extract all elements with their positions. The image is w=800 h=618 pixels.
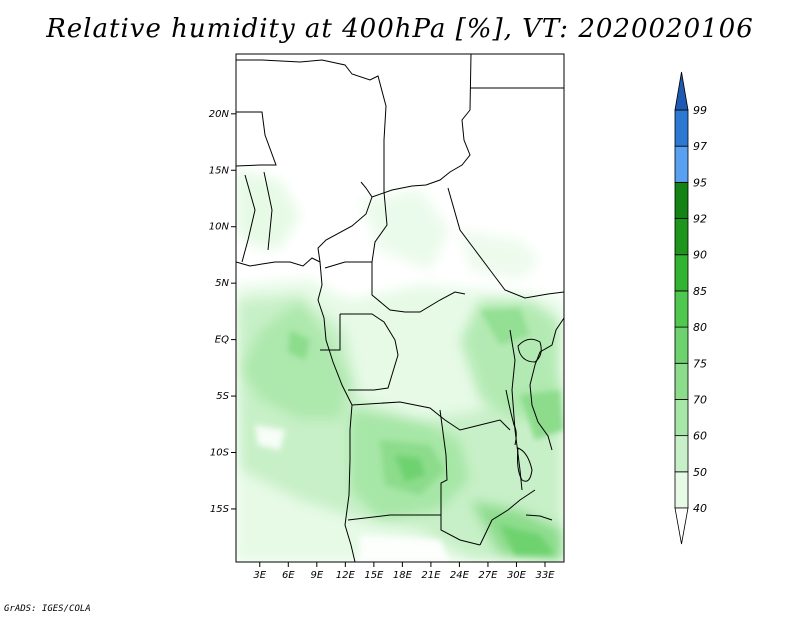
- grads-credit: GrADS: IGES/COLA: [4, 604, 91, 614]
- colorbar-level-label: 60: [693, 430, 707, 443]
- colorbar-segment: [674, 145, 689, 183]
- colorbar-level-label: 99: [693, 104, 707, 117]
- lon-tick-label: 24E: [450, 570, 470, 581]
- colorbar-segment: [674, 362, 689, 400]
- colorbar-level-label: 90: [693, 249, 707, 262]
- lat-tick-label: EQ: [215, 335, 229, 346]
- colorbar-segment: [674, 471, 689, 509]
- map-title: Relative humidity at 400hPa [%], VT: 202…: [46, 14, 754, 44]
- lat-tick-label: 5N: [215, 278, 229, 289]
- colorbar-segment: [674, 254, 689, 292]
- humidity-shading: [236, 170, 564, 562]
- colorbar-high-arrow: [674, 71, 689, 111]
- lakes: [505, 338, 553, 521]
- lon-tick-label: 9E: [310, 570, 323, 581]
- lon-tick-label: 21E: [421, 570, 441, 581]
- lon-tick-label: 27E: [478, 570, 498, 581]
- colorbar-segment: [674, 399, 689, 437]
- lon-tick-label: 30E: [507, 570, 527, 581]
- colorbar-level-label: 85: [693, 285, 707, 298]
- lat-tick-label: 15S: [210, 504, 230, 515]
- lat-tick-label: 5S: [216, 391, 229, 402]
- colorbar: 40 50 60 70 75 80 85 90 92 95 97 99: [674, 71, 707, 545]
- colorbar-segment: [674, 218, 689, 256]
- colorbar-level-label: 50: [693, 466, 707, 479]
- colorbar-level-label: 95: [693, 176, 707, 189]
- lon-tick-label: 12E: [336, 570, 356, 581]
- colorbar-segment: [674, 290, 689, 328]
- colorbar-segment: [674, 181, 689, 219]
- colorbar-level-label: 70: [693, 393, 707, 406]
- colorbar-segment: [674, 435, 689, 473]
- lat-tick-label: 10N: [209, 222, 230, 233]
- colorbar-level-label: 92: [693, 213, 707, 226]
- lon-tick-label: 3E: [253, 570, 266, 581]
- colorbar-level-label: 80: [693, 321, 707, 334]
- colorbar-segment: [674, 109, 689, 147]
- colorbar-segment: [674, 326, 689, 364]
- colorbar-low-arrow: [674, 507, 689, 545]
- lat-tick-label: 15N: [209, 165, 230, 176]
- lat-tick-label: 20N: [209, 109, 230, 120]
- coastlines-borders: [236, 54, 564, 562]
- lon-tick-label: 6E: [282, 570, 295, 581]
- lon-tick-label: 15E: [364, 570, 384, 581]
- longitude-axis: 3E 6E 9E 12E 15E 18E 21E 24E 27E 30E 33E: [253, 562, 555, 581]
- lon-tick-label: 33E: [535, 570, 555, 581]
- colorbar-level-label: 97: [693, 140, 707, 153]
- lon-tick-label: 18E: [393, 570, 413, 581]
- colorbar-level-label: 75: [693, 357, 707, 370]
- lat-tick-label: 10S: [210, 447, 230, 458]
- latitude-axis: 20N 15N 10N 5N EQ 5S 10S 15S: [209, 109, 236, 515]
- map-frame: [235, 53, 565, 563]
- colorbar-level-label: 40: [693, 502, 707, 515]
